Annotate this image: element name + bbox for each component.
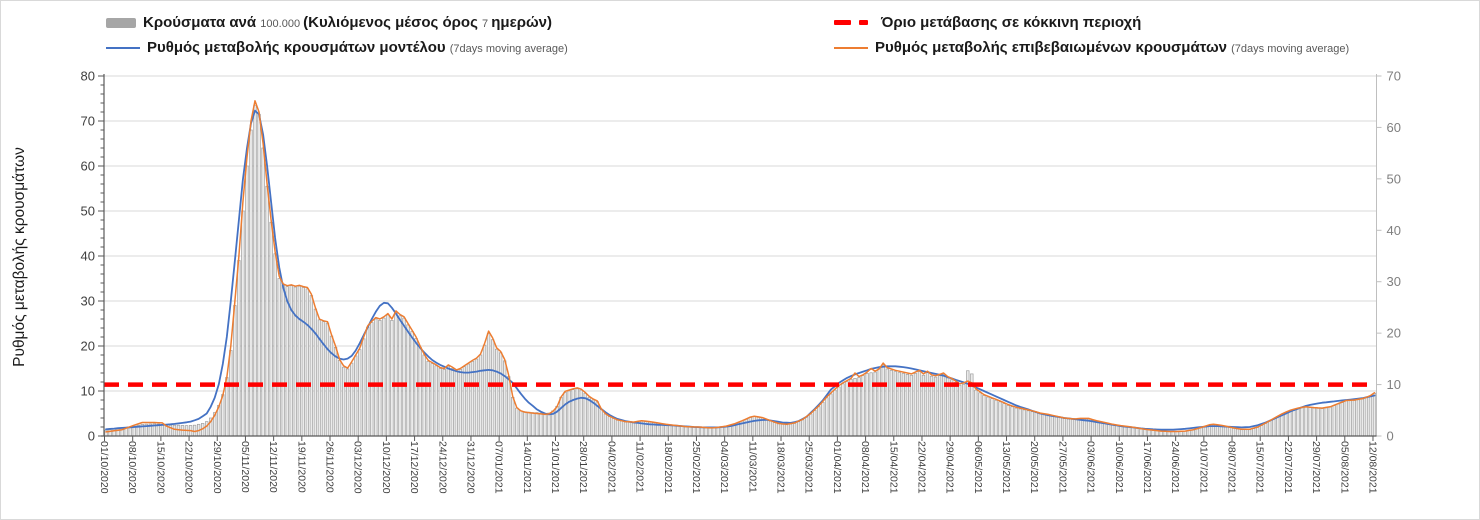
blue-line-swatch-icon: [106, 46, 140, 49]
svg-text:24/06/2021: 24/06/2021: [1169, 441, 1181, 494]
legend-item-cases-bars: Κρούσματα ανά 100.000 (Κυλιόμενος μέσος …: [106, 14, 552, 31]
svg-text:50: 50: [81, 204, 95, 219]
svg-text:11/02/2021: 11/02/2021: [634, 441, 646, 493]
svg-text:26/11/2020: 26/11/2020: [324, 441, 336, 493]
svg-text:15/04/2021: 15/04/2021: [887, 441, 899, 494]
svg-text:40: 40: [81, 249, 95, 264]
svg-text:03/06/2021: 03/06/2021: [1085, 441, 1097, 494]
svg-text:01/04/2021: 01/04/2021: [831, 441, 843, 494]
svg-text:0: 0: [88, 429, 95, 444]
svg-text:31/12/2020: 31/12/2020: [464, 441, 476, 494]
svg-text:15/07/2021: 15/07/2021: [1254, 441, 1266, 494]
svg-text:28/01/2021: 28/01/2021: [577, 441, 589, 494]
legend-item-model-line: Ρυθμός μεταβολής κρουσμάτων μοντέλου (7d…: [106, 39, 568, 56]
svg-text:05/08/2021: 05/08/2021: [1338, 441, 1350, 494]
svg-text:18/03/2021: 18/03/2021: [775, 441, 787, 494]
svg-text:22/04/2021: 22/04/2021: [915, 441, 927, 494]
svg-text:15/10/2020: 15/10/2020: [154, 441, 166, 494]
svg-text:11/03/2021: 11/03/2021: [746, 441, 758, 493]
svg-text:08/07/2021: 08/07/2021: [1226, 441, 1238, 494]
legend-label-cases: Κρούσματα ανά 100.000 (Κυλιόμενος μέσος …: [143, 14, 552, 31]
svg-text:21/01/2021: 21/01/2021: [549, 441, 561, 494]
svg-text:60: 60: [81, 159, 95, 174]
svg-text:25/02/2021: 25/02/2021: [690, 441, 702, 494]
legend-label-confirmed: Ρυθμός μεταβολής επιβεβαιωμένων κρουσμάτ…: [875, 39, 1350, 56]
svg-text:17/06/2021: 17/06/2021: [1141, 441, 1153, 494]
svg-text:22/10/2020: 22/10/2020: [183, 441, 195, 494]
svg-text:40: 40: [1387, 223, 1401, 238]
svg-text:07/01/2021: 07/01/2021: [493, 441, 505, 494]
svg-text:05/11/2020: 05/11/2020: [239, 441, 251, 493]
svg-text:29/07/2021: 29/07/2021: [1310, 441, 1322, 494]
svg-text:10/06/2021: 10/06/2021: [1113, 441, 1125, 494]
svg-text:04/03/2021: 04/03/2021: [718, 441, 730, 494]
svg-text:14/01/2021: 14/01/2021: [521, 441, 533, 494]
svg-text:03/12/2020: 03/12/2020: [352, 441, 364, 494]
svg-text:10: 10: [81, 384, 95, 399]
legend-item-red-threshold: Όριο μετάβασης σε κόκκινη περιοχή: [834, 14, 1141, 31]
svg-text:12/08/2021: 12/08/2021: [1366, 441, 1378, 494]
svg-text:13/05/2021: 13/05/2021: [1000, 441, 1012, 494]
svg-text:60: 60: [1387, 120, 1401, 135]
svg-text:01/07/2021: 01/07/2021: [1197, 441, 1209, 494]
legend-label-threshold: Όριο μετάβασης σε κόκκινη περιοχή: [881, 14, 1142, 31]
svg-text:50: 50: [1387, 171, 1401, 186]
svg-text:10: 10: [1387, 377, 1401, 392]
svg-text:24/12/2020: 24/12/2020: [436, 441, 448, 494]
svg-text:25/03/2021: 25/03/2021: [803, 441, 815, 494]
svg-text:20/05/2021: 20/05/2021: [1028, 441, 1040, 494]
svg-text:70: 70: [81, 114, 95, 129]
svg-text:27/05/2021: 27/05/2021: [1056, 441, 1068, 494]
svg-text:06/05/2021: 06/05/2021: [972, 441, 984, 494]
svg-text:22/07/2021: 22/07/2021: [1282, 441, 1294, 494]
legend-item-confirmed-line: Ρυθμός μεταβολής επιβεβαιωμένων κρουσμάτ…: [834, 39, 1349, 56]
svg-text:80: 80: [81, 69, 95, 84]
svg-text:30: 30: [81, 294, 95, 309]
legend-label-model: Ρυθμός μεταβολής κρουσμάτων μοντέλου (7d…: [147, 39, 568, 56]
svg-text:01/10/2020: 01/10/2020: [98, 441, 110, 494]
svg-text:08/04/2021: 08/04/2021: [859, 441, 871, 494]
bar-swatch-icon: [106, 17, 136, 28]
svg-text:18/02/2021: 18/02/2021: [662, 441, 674, 494]
svg-text:20: 20: [1387, 326, 1401, 341]
svg-text:29/04/2021: 29/04/2021: [944, 441, 956, 494]
svg-text:70: 70: [1387, 69, 1401, 84]
svg-text:19/11/2020: 19/11/2020: [295, 441, 307, 493]
svg-text:08/10/2020: 08/10/2020: [126, 441, 138, 494]
svg-text:20: 20: [81, 339, 95, 354]
svg-text:30: 30: [1387, 274, 1401, 289]
svg-text:10/12/2020: 10/12/2020: [380, 441, 392, 494]
svg-text:29/10/2020: 29/10/2020: [211, 441, 223, 494]
svg-text:04/02/2021: 04/02/2021: [605, 441, 617, 494]
red-dash-swatch-icon: [834, 20, 874, 25]
orange-line-swatch-icon: [834, 46, 868, 49]
svg-text:12/11/2020: 12/11/2020: [267, 441, 279, 493]
svg-text:0: 0: [1387, 429, 1394, 444]
svg-text:17/12/2020: 17/12/2020: [408, 441, 420, 494]
